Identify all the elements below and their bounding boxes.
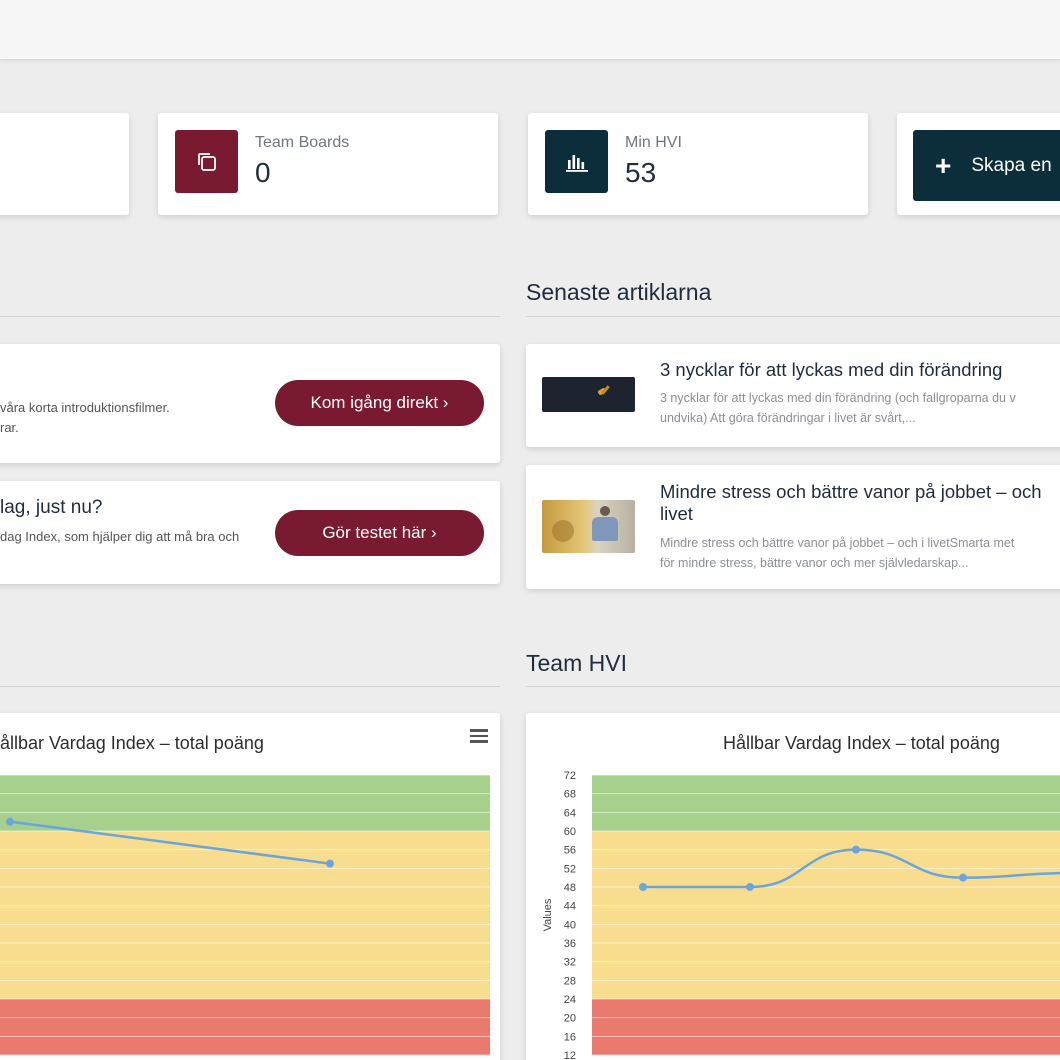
take-test-button[interactable]: Gör testet här ›	[275, 510, 484, 556]
chart-title: ållbar Vardag Index – total poäng	[0, 733, 264, 753]
left-section-divider	[0, 316, 500, 317]
y-tick-label: 28	[564, 975, 576, 987]
bar-chart-icon	[545, 130, 608, 193]
y-tick-label: 72	[564, 770, 576, 782]
stat-value: 0	[255, 157, 271, 188]
y-tick-label: 56	[564, 845, 576, 857]
data-point	[959, 873, 967, 882]
get-started-button[interactable]: Kom igång direkt ›	[275, 380, 484, 426]
y-tick-label: 36	[564, 938, 576, 950]
data-point	[746, 883, 754, 891]
stat-card-min-hvi[interactable]: Min HVI 53	[528, 113, 868, 215]
intro-text-line: rar.	[0, 420, 19, 435]
copy-icon	[175, 130, 238, 193]
article-thumbnail	[542, 377, 635, 412]
article-card[interactable]: Mindre stress och bättre vanor på jobbet…	[526, 465, 1060, 589]
article-card[interactable]: 3 nycklar för att lyckas med din förändr…	[526, 344, 1060, 447]
chart-title: Hållbar Vardag Index – total poäng	[723, 733, 1000, 753]
team-hvi-divider	[526, 686, 1060, 687]
stat-card-team-boards[interactable]: Team Boards 0	[158, 113, 498, 215]
plot-band	[592, 999, 1060, 1055]
stat-card-partial	[0, 113, 129, 215]
y-tick-label: 20	[564, 1013, 576, 1025]
article-excerpt: Mindre stress och bättre vanor på jobbet…	[660, 536, 1015, 550]
stat-label: Team Boards	[255, 134, 350, 151]
y-tick-label: 32	[564, 957, 576, 969]
article-thumbnail	[542, 500, 635, 553]
hvi-chart-left	[0, 774, 490, 1056]
y-tick-label: 60	[564, 826, 576, 838]
plot-band	[592, 831, 1060, 999]
stat-value: 53	[625, 157, 657, 188]
hamburger-menu-icon[interactable]	[470, 728, 488, 744]
y-tick-label: 64	[564, 807, 576, 819]
left-chart-section-divider	[0, 686, 500, 687]
plot-band	[592, 775, 1060, 831]
articles-section-title: Senaste artiklarna	[526, 279, 712, 305]
data-point	[852, 845, 860, 854]
series-line	[9, 820, 331, 865]
team-hvi-title: Team HVI	[526, 650, 627, 676]
y-tick-label: 52	[564, 863, 576, 875]
stat-label: Min HVI	[625, 134, 682, 151]
y-tick-label: 24	[564, 994, 576, 1006]
articles-section-divider	[526, 316, 1060, 317]
y-axis-label: Values	[542, 898, 554, 931]
plot-band	[0, 831, 490, 999]
article-excerpt: 3 nycklar för att lyckas med din förändr…	[660, 391, 1016, 405]
plus-icon: +	[935, 149, 952, 181]
intro-text-line: våra korta introduktionsfilmer.	[0, 400, 170, 415]
article-excerpt: undvika) Att göra förändringar i livet ä…	[660, 411, 916, 425]
data-point	[6, 817, 14, 826]
intro-card-heading: lag, just nu?	[0, 497, 103, 518]
y-tick-label: 16	[564, 1031, 576, 1043]
article-title-cont: livet	[660, 503, 693, 524]
y-tick-label: 40	[564, 919, 576, 931]
create-button-label: Skapa en	[971, 154, 1052, 176]
article-title: 3 nycklar för att lyckas med din förändr…	[660, 359, 1003, 380]
y-tick-label: 48	[564, 882, 576, 894]
plot-band	[0, 775, 490, 831]
article-title: Mindre stress och bättre vanor på jobbet…	[660, 481, 1042, 502]
article-excerpt: för mindre stress, bättre vanor och mer …	[660, 556, 969, 570]
data-point	[639, 883, 647, 891]
top-bar	[0, 0, 1060, 60]
hvi-chart-right: 72 68 64 60 56 52 48 44 40 36 32 28 24 20 16 12 Values	[542, 770, 1060, 1060]
create-button[interactable]: + Skapa en	[913, 130, 1060, 201]
y-tick-label: 68	[564, 789, 576, 801]
plot-band	[0, 999, 490, 1055]
y-tick-label: 44	[564, 901, 576, 913]
y-tick-label: 12	[564, 1050, 576, 1060]
data-point	[326, 859, 334, 868]
intro-text-line: dag Index, som hjälper dig att må bra oc…	[0, 529, 240, 544]
